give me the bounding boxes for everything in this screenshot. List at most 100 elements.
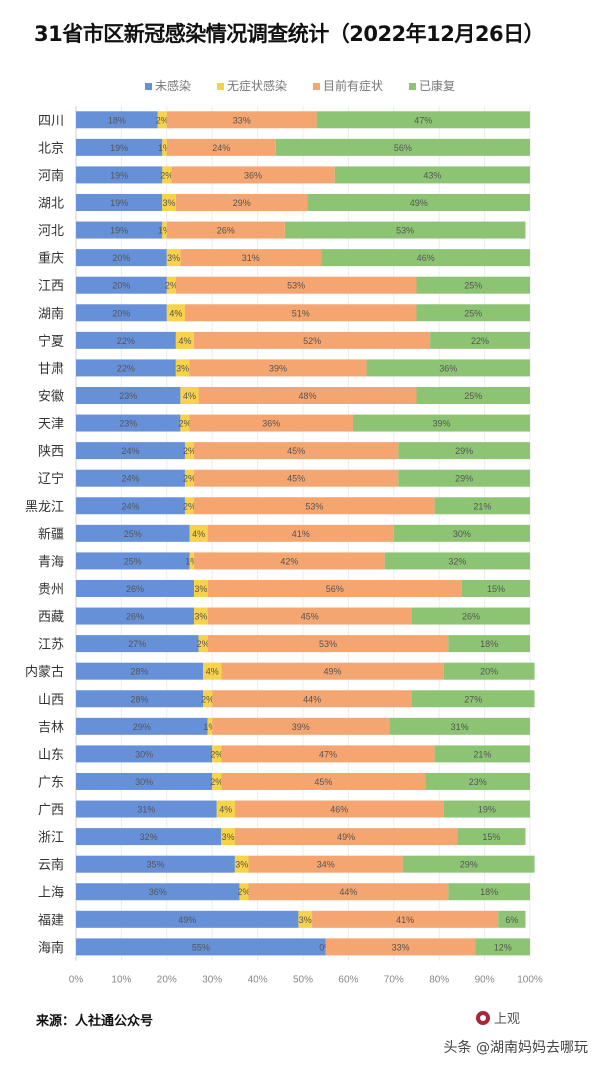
data-label: 3% [163,198,176,208]
data-label: 21% [473,749,491,759]
data-label: 18% [108,115,126,125]
bar-segment [76,662,204,680]
bar-segment [425,772,530,790]
bar-segment [180,386,199,404]
data-label: 52% [303,336,321,346]
bar-segment [411,690,535,708]
data-label: 12% [494,942,512,952]
data-label: 41% [292,529,310,539]
category-label: 贵州 [38,582,64,597]
category-label: 江西 [38,279,64,294]
data-label: 32% [140,832,158,842]
data-label: 26% [126,584,144,594]
bar-segment [166,221,285,239]
data-label: 55% [192,942,210,952]
bar-segment [194,331,431,349]
bar-segment [207,635,449,653]
x-tick-label: 50% [293,975,313,986]
bar-segment [162,193,176,211]
data-label: 3% [299,915,312,925]
category-label: 内蒙古 [25,664,64,680]
bar-segment [76,331,176,349]
data-label: 39% [432,419,450,429]
data-label: 53% [305,501,323,511]
data-label: 51% [292,308,310,318]
bar-segment [189,414,353,432]
data-label: 3% [194,612,207,622]
data-label: 4% [206,667,219,677]
data-label: 36% [439,363,457,373]
data-label: 22% [117,336,135,346]
x-tick-label: 0% [69,975,84,986]
category-label: 河北 [38,224,64,239]
data-label: 26% [217,226,235,236]
data-label: 44% [339,887,357,897]
data-label: 4% [219,805,232,815]
data-label: 24% [212,143,230,153]
bar-segment [76,717,208,735]
bar-segment [234,855,249,873]
bar-segment [221,772,426,790]
logo-text: 上观 [494,1012,521,1027]
bar-segment [248,883,449,901]
data-label: 43% [423,170,441,180]
data-label: 31% [242,253,260,263]
data-label: 49% [178,915,196,925]
category-label: 天津 [38,417,64,432]
x-tick-label: 20% [157,975,177,986]
bar-segment [434,497,530,515]
data-label: 53% [287,281,305,291]
bar-segment [76,745,213,763]
data-label: 6% [505,915,518,925]
data-label: 28% [131,667,149,677]
bar-segment [248,855,403,873]
bar-segment [312,910,499,928]
bar-segment [448,635,530,653]
category-label: 江苏 [38,637,64,653]
category-label: 四川 [38,114,64,129]
bar-segment [443,662,535,680]
data-label: 31% [137,805,155,815]
bar-segment [166,304,185,322]
data-label: 20% [112,253,130,263]
data-label: 2% [183,501,196,511]
publisher-logo: 上观 [476,1008,520,1027]
legend-swatch [409,83,417,90]
legend-item: 无症状感染 [216,77,287,94]
bar-segment [184,469,195,487]
bar-segment [416,386,530,404]
data-label: 19% [478,805,496,815]
data-label: 2% [210,749,223,759]
bar-segment [221,745,435,763]
chart-title: 31省市区新冠感染情况调查统计（2022年12月26日） [34,22,545,46]
data-label: 26% [126,612,144,622]
data-label: 20% [480,667,498,677]
bar-segment [284,221,526,239]
category-label: 上海 [38,886,64,901]
bar-segment [212,772,222,790]
data-label: 3% [194,584,207,594]
data-label: 2% [178,419,191,429]
data-label: 3% [235,860,248,870]
data-label: 2% [183,474,196,484]
data-label: 45% [314,777,332,787]
bar-segment [411,607,530,625]
data-label: 49% [337,832,355,842]
bar-segment [171,166,335,184]
bar-segment [175,193,308,211]
data-label: 21% [473,501,491,511]
x-tick-label: 40% [248,975,268,986]
category-label: 陕西 [38,445,64,460]
bar-segment [76,386,181,404]
category-label: 河南 [38,168,64,184]
x-tick-label: 70% [384,975,404,986]
bar-segment [384,552,530,570]
bar-segment [316,111,530,129]
bar-segment [416,304,530,322]
data-label: 1% [158,143,171,153]
bar-segment [221,662,444,680]
data-label: 20% [112,308,130,318]
data-label: 25% [464,281,482,291]
bar-segment [221,828,235,846]
data-label: 46% [330,805,348,815]
